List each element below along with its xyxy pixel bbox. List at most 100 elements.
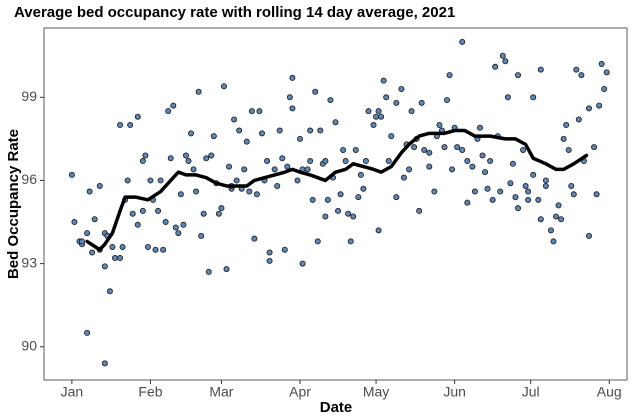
- data-point: [378, 113, 385, 120]
- data-point: [585, 105, 592, 112]
- data-point: [522, 182, 529, 189]
- data-point: [180, 221, 187, 228]
- data-point: [266, 257, 273, 264]
- data-point: [565, 146, 572, 153]
- data-point: [393, 194, 400, 201]
- data-point: [515, 72, 522, 79]
- data-point: [195, 88, 202, 95]
- data-point: [484, 185, 491, 192]
- data-point: [322, 158, 329, 165]
- x-tick-label: Apr: [289, 384, 311, 400]
- data-point: [375, 227, 382, 234]
- data-point: [89, 249, 96, 256]
- data-point: [492, 63, 499, 70]
- data-point: [155, 207, 162, 214]
- data-point: [243, 138, 250, 145]
- data-point: [596, 102, 603, 109]
- data-point: [530, 171, 537, 178]
- data-point: [276, 127, 283, 134]
- x-tick-label: Feb: [138, 384, 162, 400]
- data-point: [406, 166, 413, 173]
- data-point: [152, 246, 159, 253]
- data-point: [127, 122, 134, 129]
- x-axis-title: Date: [320, 399, 353, 416]
- data-point: [139, 207, 146, 214]
- data-point: [380, 77, 387, 84]
- data-point: [421, 146, 428, 153]
- data-point: [266, 249, 273, 256]
- data-point: [215, 210, 222, 217]
- data-point: [220, 83, 227, 90]
- plot-panel: [43, 27, 628, 381]
- data-point: [598, 61, 605, 68]
- data-point: [515, 205, 522, 212]
- data-point: [507, 180, 514, 187]
- data-point: [553, 213, 560, 220]
- data-point: [248, 108, 255, 115]
- data-point: [101, 360, 108, 367]
- data-point: [218, 205, 225, 212]
- data-point: [157, 177, 164, 184]
- data-point: [573, 66, 580, 73]
- data-point: [370, 122, 377, 129]
- data-point: [542, 182, 549, 189]
- y-tick-label: 93: [21, 254, 37, 270]
- data-point: [444, 97, 451, 104]
- data-point: [210, 133, 217, 140]
- data-point: [241, 166, 248, 173]
- data-point: [253, 191, 260, 198]
- data-point: [568, 182, 575, 189]
- data-point: [86, 188, 93, 195]
- y-tick-label: 96: [21, 171, 37, 187]
- data-point: [68, 171, 75, 178]
- data-point: [393, 99, 400, 106]
- data-point: [383, 94, 390, 101]
- data-point: [312, 88, 319, 95]
- data-point: [537, 66, 544, 73]
- rolling-average-line: [85, 128, 589, 252]
- x-tick-label: Jun: [443, 384, 466, 400]
- data-point: [71, 219, 78, 226]
- data-point: [388, 133, 395, 140]
- data-point: [205, 268, 212, 275]
- data-point: [476, 124, 483, 131]
- data-point: [177, 191, 184, 198]
- data-point: [373, 113, 380, 120]
- y-axis-title: Bed Occupancy Rate: [5, 129, 22, 279]
- data-point: [317, 127, 324, 134]
- data-point: [464, 158, 471, 165]
- data-point: [398, 85, 405, 92]
- data-point: [246, 188, 253, 195]
- data-point: [286, 94, 293, 101]
- x-tick-label: Jan: [61, 384, 84, 400]
- data-point: [509, 160, 516, 167]
- data-point: [299, 260, 306, 267]
- data-point: [446, 72, 453, 79]
- data-point: [144, 243, 151, 250]
- data-point: [537, 216, 544, 223]
- data-point: [479, 152, 486, 159]
- data-point: [426, 163, 433, 170]
- data-point: [223, 266, 230, 273]
- data-point: [436, 122, 443, 129]
- data-point: [200, 210, 207, 217]
- data-point: [172, 224, 179, 231]
- data-point: [355, 194, 362, 201]
- data-point: [314, 238, 321, 245]
- data-point: [530, 94, 537, 101]
- data-point: [96, 182, 103, 189]
- data-point: [190, 166, 197, 173]
- data-point: [575, 116, 582, 123]
- data-point: [347, 238, 354, 245]
- data-point: [84, 230, 91, 237]
- data-point: [279, 155, 286, 162]
- data-point: [294, 177, 301, 184]
- data-point: [555, 202, 562, 209]
- data-point: [198, 232, 205, 239]
- data-point: [563, 122, 570, 129]
- data-point: [304, 166, 311, 173]
- data-point: [91, 216, 98, 223]
- data-point: [139, 158, 146, 165]
